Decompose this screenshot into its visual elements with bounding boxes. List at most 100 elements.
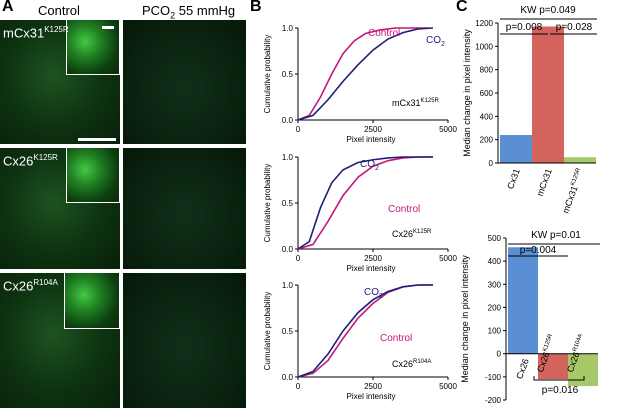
- row-label-mcx31k125r: mCx31K125R: [3, 25, 69, 41]
- y-tick-label: 1000: [475, 42, 493, 51]
- construct-label: Cx26R104A: [392, 359, 431, 369]
- control-series-line: [297, 27, 430, 121]
- cdf-plot-1: 0.0 0.5 1.0 0 2500 5000 Pixel intensity Cumulat…: [263, 24, 457, 144]
- micrograph-cx26r104a-co2: [123, 273, 246, 408]
- y-axis-label: Median change in pixel intensity: [462, 29, 472, 157]
- pco2-subscript: 2: [170, 10, 176, 21]
- inset-scale-bar: [102, 26, 114, 29]
- micrograph-mcx31k125r-control: mCx31K125R: [0, 20, 120, 144]
- micrograph-cx26k125r-co2: [123, 148, 246, 269]
- y-tick-label: 200: [488, 303, 502, 312]
- x-axis-label: Pixel intensity: [347, 392, 396, 401]
- micrograph-inset: [66, 148, 120, 203]
- construct-label-superscript: K125R: [413, 229, 432, 235]
- p1-value: p=0.008: [506, 22, 543, 33]
- x-tick-label: 0: [296, 382, 301, 391]
- y-tick-label: 0: [489, 159, 494, 168]
- cdf-plot-2: 0.0 0.5 1.0 0 2500 5000 Pixel intensity Cumulat…: [263, 153, 457, 273]
- construct-label: Cx26K125R: [392, 229, 432, 239]
- y-tick-label: 0.5: [282, 70, 294, 79]
- control-series-label: Control: [388, 204, 420, 215]
- y-tick-label: -100: [485, 373, 502, 382]
- pco2-value: 55 mmHg: [175, 3, 236, 18]
- panel-a-letter: A: [2, 0, 14, 15]
- y-tick-label: 400: [488, 257, 502, 266]
- y-tick-label: 0.5: [282, 327, 294, 336]
- category-label-superscript: R104A: [572, 333, 584, 352]
- micrograph-mcx31k125r-co2: [123, 20, 246, 144]
- co2-series-label: CO2: [360, 159, 379, 172]
- y-tick-label: 1.0: [282, 281, 294, 290]
- y-tick-label: 400: [480, 112, 494, 121]
- bar-cx31: [500, 135, 532, 163]
- panel-b-letter: B: [250, 0, 262, 15]
- kw-p-value: KW p=0.01: [531, 230, 581, 241]
- y-tick-label: 800: [480, 66, 494, 75]
- y-axis-label: Cumulative probability: [263, 292, 272, 371]
- p1-value: p=0.004: [520, 245, 557, 256]
- y-tick-label: 1.0: [282, 24, 294, 33]
- x-tick-label: 5000: [439, 382, 457, 391]
- scale-bar: [78, 138, 116, 141]
- bar-chart-connexin26: -200 -100 0 100 200 300 400 500 Median change in…: [460, 230, 600, 405]
- panel-c-letter: C: [456, 0, 468, 15]
- co2-series-line: [297, 156, 433, 250]
- y-tick-label: 0.5: [282, 199, 294, 208]
- y-tick-label: 1200: [475, 19, 493, 28]
- y-tick-label: 200: [480, 136, 494, 145]
- bar-mcx31: [532, 26, 564, 163]
- category-label-cx31: Cx31: [505, 167, 522, 190]
- x-tick-label: 5000: [439, 125, 457, 134]
- construct-label-superscript: K125R: [421, 98, 440, 104]
- co2-subscript: 2: [375, 165, 379, 172]
- p2-bracket: [533, 376, 585, 381]
- category-label-mcx31: mCx31: [535, 167, 554, 197]
- category-label-cx26: Cx26: [514, 357, 531, 380]
- co2-subscript: 2: [441, 41, 445, 48]
- x-axis-label: Pixel intensity: [347, 135, 396, 144]
- co2-subscript: 2: [379, 293, 383, 300]
- micrograph-cx26r104a-control: Cx26R104A: [0, 273, 120, 408]
- panel-b-cdf-plots: 0.0 0.5 1.0 0 2500 5000 Pixel intensity Cumulat…: [263, 24, 457, 401]
- micrograph-inset: [64, 273, 120, 329]
- y-axis-label: Cumulative probability: [263, 164, 272, 243]
- y-tick-label: 0.0: [282, 373, 294, 382]
- x-tick-label: 2500: [364, 254, 382, 263]
- x-tick-label: 2500: [364, 125, 382, 134]
- y-tick-label: -200: [485, 396, 502, 405]
- micrograph-inset: [66, 20, 120, 75]
- bar-mcx31k125r: [564, 157, 596, 163]
- construct-label: mCx31K125R: [392, 98, 440, 108]
- p2-value: p=0.028: [556, 22, 593, 33]
- x-tick-label: 2500: [364, 382, 382, 391]
- category-label-mcx31k125r: mCx31K125R: [560, 167, 586, 215]
- co2-series-line: [297, 27, 434, 121]
- bar-cx26r104a: [568, 353, 598, 387]
- kw-p-value: KW p=0.049: [520, 5, 576, 16]
- category-label-superscript: K125R: [570, 167, 582, 187]
- pco2-text: PCO: [142, 3, 171, 18]
- pco2-column-title: PCO2 55 mmHg: [142, 3, 235, 21]
- y-tick-label: 100: [488, 327, 502, 336]
- control-column-title: Control: [38, 3, 80, 18]
- y-tick-label: 0.0: [282, 116, 294, 125]
- x-tick-label: 5000: [439, 254, 457, 263]
- co2-series-label: CO2: [364, 287, 383, 300]
- y-axis-label: Median change in pixel intensity: [460, 255, 470, 383]
- y-axis-label: Cumulative probability: [263, 35, 272, 114]
- category-label-superscript: K125R: [542, 333, 554, 353]
- y-tick-label: 0.0: [282, 245, 294, 254]
- y-tick-label: 1.0: [282, 153, 294, 162]
- y-tick-label: 300: [488, 280, 502, 289]
- row-label-cx26k125r: Cx26K125R: [3, 153, 58, 169]
- y-tick-label: 0: [497, 350, 502, 359]
- bar-cx26k125r: [538, 353, 568, 380]
- x-tick-label: 0: [296, 125, 301, 134]
- micrograph-cx26k125r-control: Cx26K125R: [0, 148, 120, 269]
- p2-value: p=0.016: [542, 385, 579, 396]
- construct-label-superscript: R104A: [413, 359, 431, 365]
- x-axis-label: Pixel intensity: [347, 264, 396, 273]
- x-tick-label: 0: [296, 254, 301, 263]
- y-tick-label: 600: [480, 89, 494, 98]
